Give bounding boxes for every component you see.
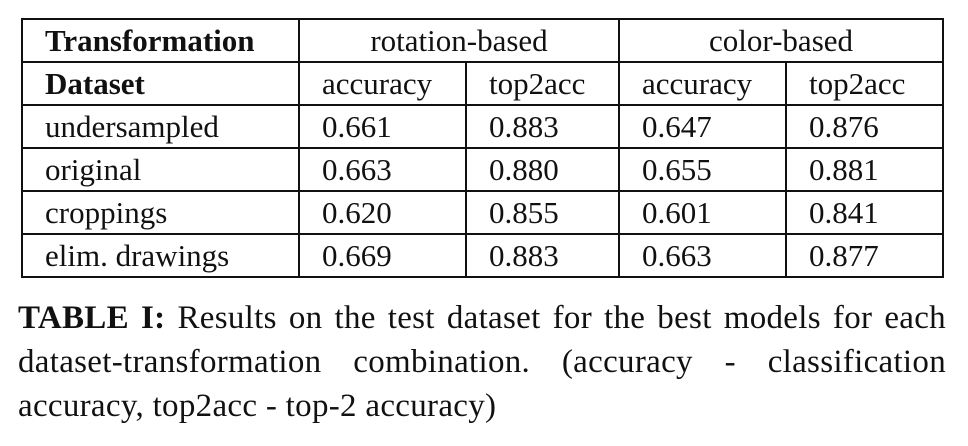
table-row: original 0.663 0.880 0.655 0.881 <box>21 148 945 192</box>
header-row-dataset: Dataset accuracy top2acc accuracy top2ac… <box>21 62 945 106</box>
value-cell: 0.663 <box>298 148 467 192</box>
value-cell: 0.655 <box>618 148 788 192</box>
value-cell: 0.883 <box>464 234 621 278</box>
table-row: croppings 0.620 0.855 0.601 0.841 <box>21 191 945 235</box>
header-dataset-label: Dataset <box>21 62 300 106</box>
caption-text: Results on the test dataset for the best… <box>18 300 946 424</box>
value-cell: 0.620 <box>298 191 467 235</box>
value-cell: 0.883 <box>464 105 621 149</box>
header-column-top2acc: top2acc <box>464 62 621 106</box>
table-row: elim. drawings 0.669 0.883 0.663 0.877 <box>21 234 945 278</box>
value-cell: 0.876 <box>785 105 945 149</box>
dataset-name-cell: original <box>21 148 300 192</box>
table-caption: TABLE I: Results on the test dataset for… <box>18 296 946 428</box>
value-cell: 0.841 <box>785 191 945 235</box>
value-cell: 0.881 <box>785 148 945 192</box>
dataset-name-cell: undersampled <box>21 105 300 149</box>
header-column-accuracy: accuracy <box>618 62 788 106</box>
value-cell: 0.855 <box>464 191 621 235</box>
header-group-rotation: rotation-based <box>297 18 621 63</box>
dataset-name-cell: elim. drawings <box>21 234 300 278</box>
header-row-transformation: Transformation rotation-based color-base… <box>21 18 945 63</box>
value-cell: 0.601 <box>618 191 788 235</box>
results-table-container: Transformation rotation-based color-base… <box>21 18 945 278</box>
header-column-accuracy: accuracy <box>298 62 467 106</box>
dataset-name-cell: croppings <box>21 191 300 235</box>
header-group-color: color-based <box>618 18 945 63</box>
value-cell: 0.877 <box>785 234 945 278</box>
header-column-top2acc: top2acc <box>785 62 945 106</box>
value-cell: 0.647 <box>618 105 788 149</box>
value-cell: 0.669 <box>298 234 467 278</box>
header-transformation-label: Transformation <box>21 18 300 63</box>
results-table: Transformation rotation-based color-base… <box>21 18 945 278</box>
value-cell: 0.880 <box>464 148 621 192</box>
value-cell: 0.663 <box>618 234 788 278</box>
caption-label: TABLE I: <box>18 300 166 336</box>
value-cell: 0.661 <box>298 105 467 149</box>
table-row: undersampled 0.661 0.883 0.647 0.876 <box>21 105 945 149</box>
